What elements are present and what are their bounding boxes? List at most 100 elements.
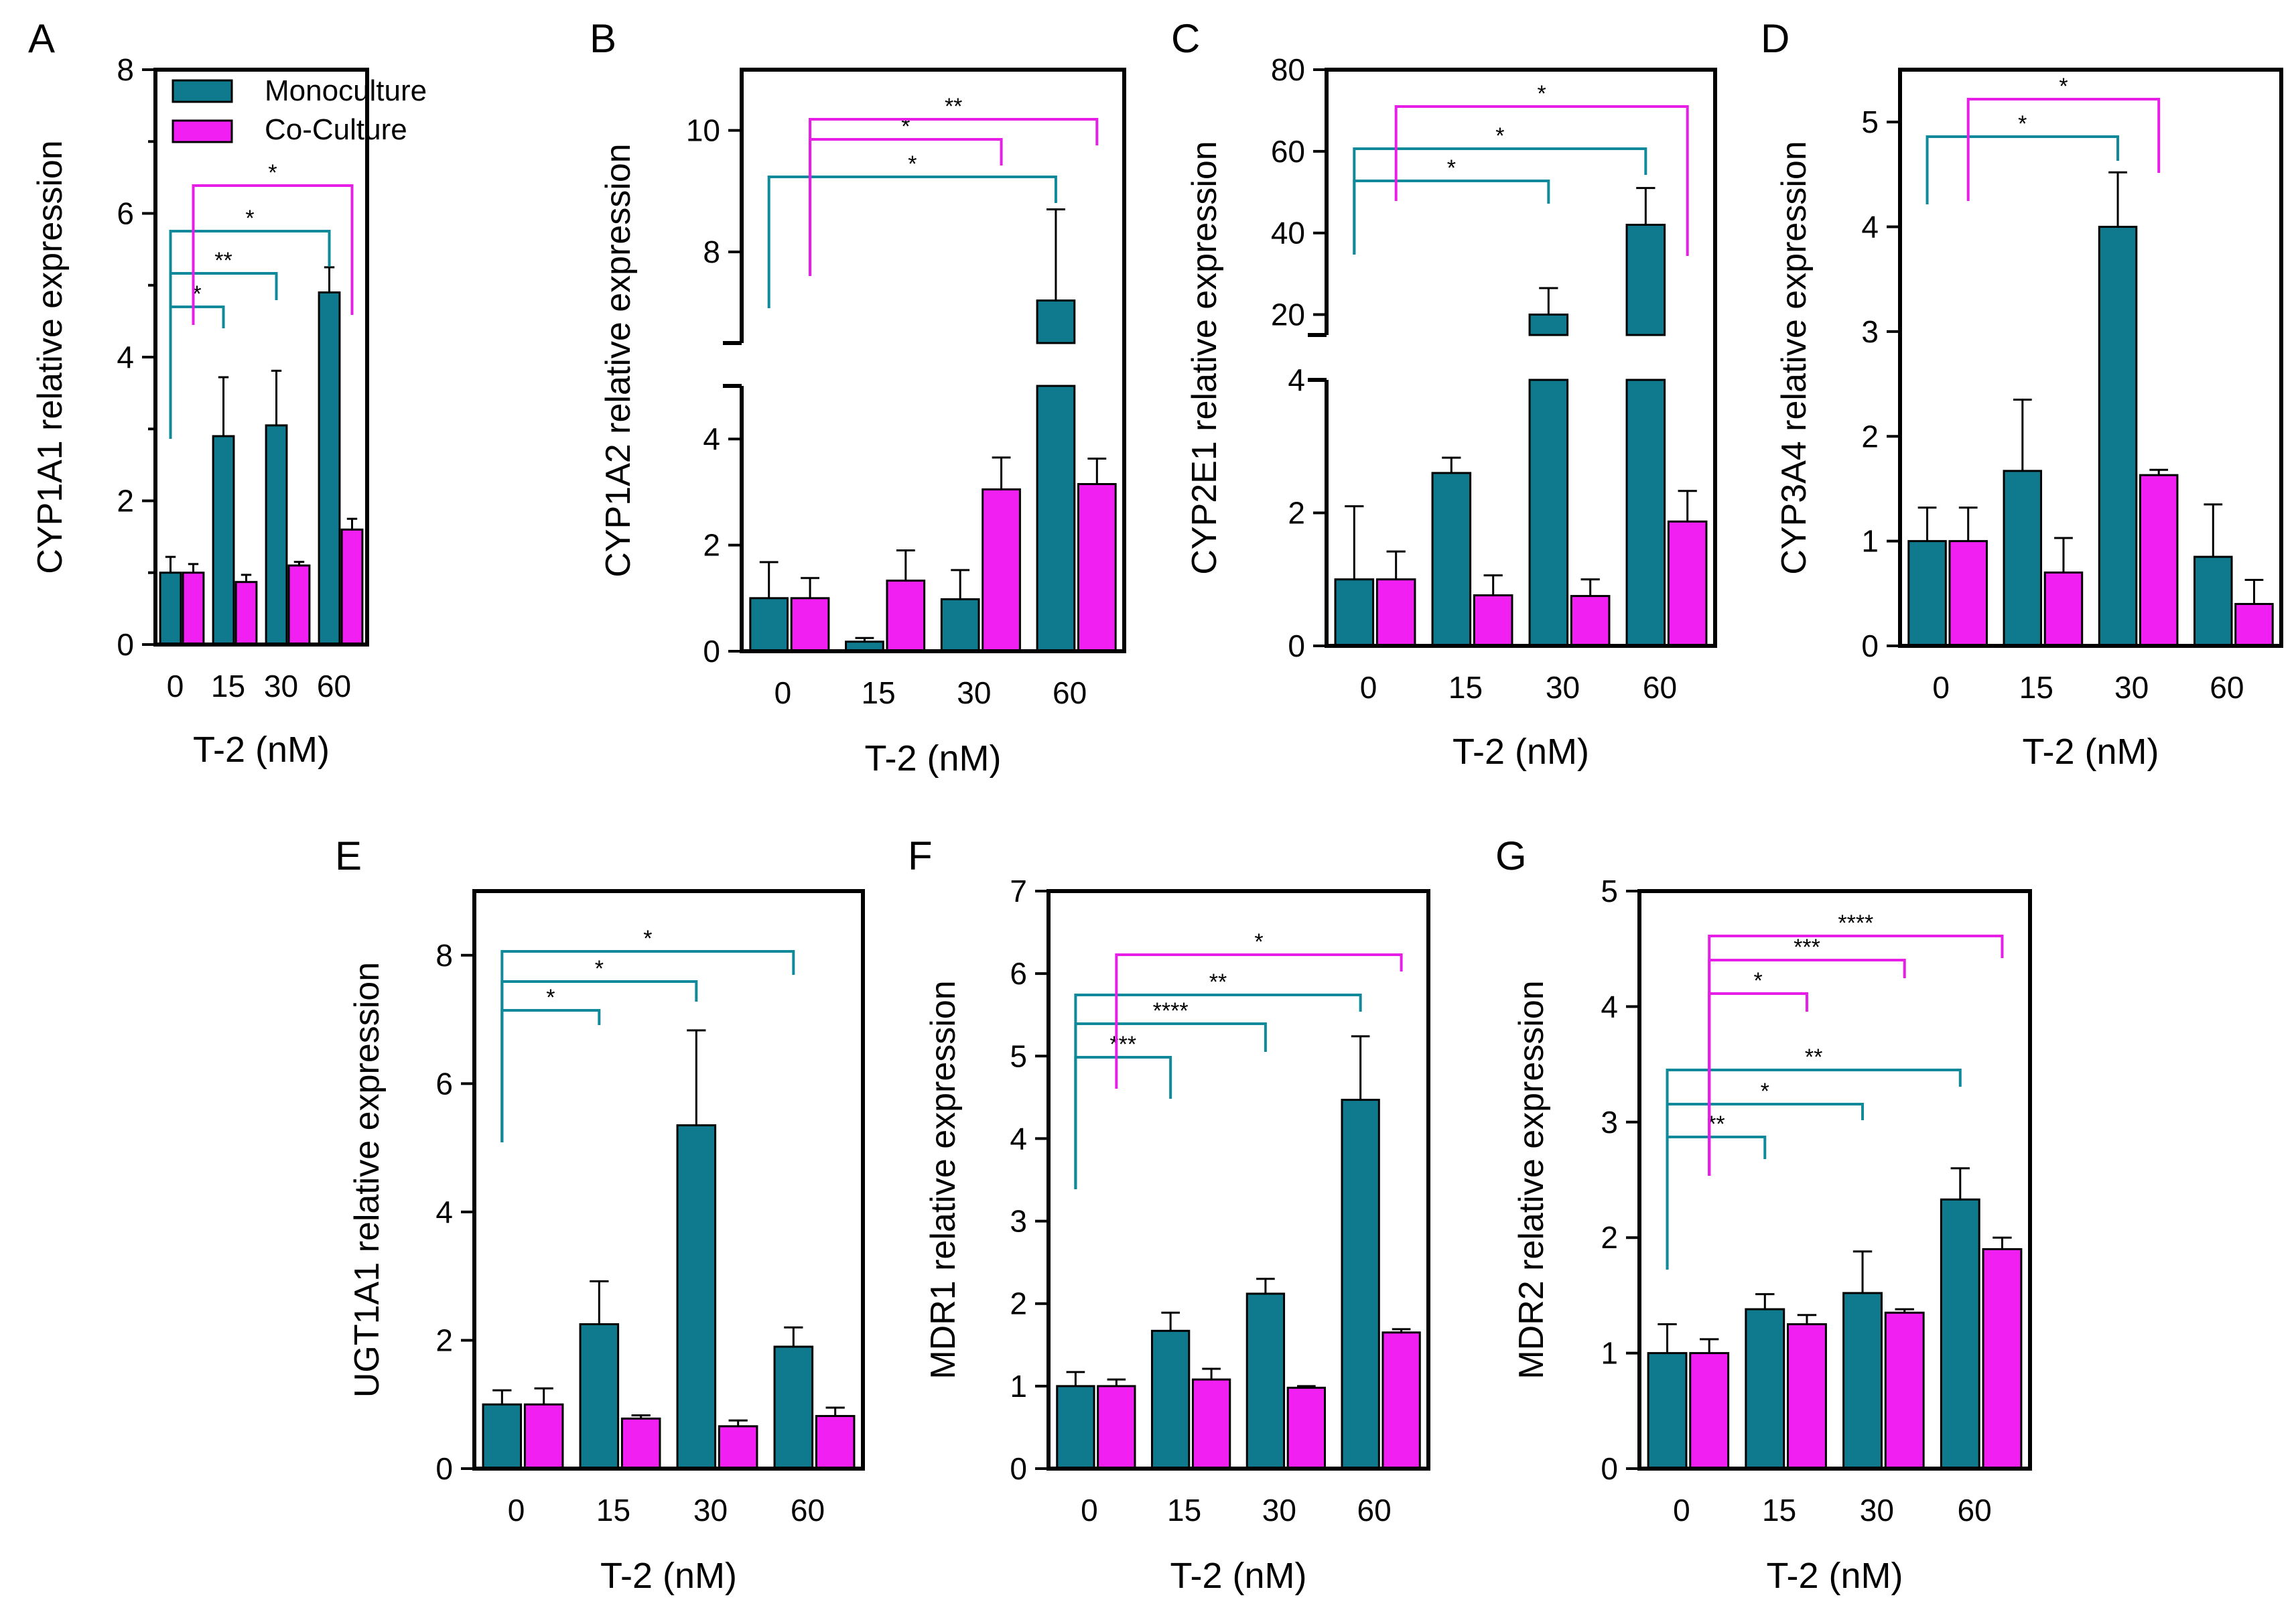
y-tick-label-B-2: 2 — [703, 528, 720, 563]
x-axis-title-C: T-2 (nM) — [1453, 732, 1589, 772]
axes-frame-F — [1046, 889, 1430, 1471]
panel-letter-F: F — [908, 833, 933, 878]
bar-E-monoculture-60 — [773, 1345, 814, 1470]
significance-label-A-monoculture-60: * — [245, 206, 254, 231]
x-tick-label-B-15: 15 — [862, 675, 896, 710]
x-tick-label-D-0: 0 — [1932, 670, 1950, 705]
significance-bracket-B-co-culture-60 — [809, 118, 1099, 276]
bar-B-monoculture-60-lower — [1036, 385, 1076, 653]
legend-label-co-culture: Co-Culture — [265, 113, 407, 146]
y-tick-label-E-4: 4 — [435, 1195, 453, 1229]
bar-B-co-culture-0 — [790, 597, 830, 653]
bar-G-monoculture-0 — [1647, 1352, 1688, 1470]
y-tick-label-E-0: 0 — [435, 1451, 453, 1486]
x-tick-label-G-30: 30 — [1860, 1493, 1894, 1528]
y-tick-label-D-2: 2 — [1861, 419, 1879, 454]
bar-D-monoculture-30 — [2098, 226, 2138, 647]
y-tick-label-E-2: 2 — [435, 1323, 453, 1357]
significance-label-E-monoculture-60: * — [643, 926, 652, 951]
bar-F-monoculture-60 — [1341, 1099, 1380, 1470]
y-tick-label-F-3: 3 — [1010, 1204, 1027, 1239]
significance-bracket-C-monoculture-60 — [1353, 147, 1647, 255]
x-tick-label-D-60: 60 — [2210, 670, 2244, 705]
x-tick-label-A-30: 30 — [264, 669, 298, 703]
significance-bracket-F-co-culture-60 — [1115, 953, 1403, 1089]
bar-E-monoculture-15 — [579, 1323, 620, 1470]
bar-D-co-culture-15 — [2043, 571, 2084, 647]
y-tick-label-B-8: 8 — [703, 234, 720, 269]
significance-bracket-C-co-culture-60 — [1394, 105, 1689, 256]
bar-C-monoculture-60-upper — [1625, 224, 1666, 336]
significance-bracket-G-monoculture-60 — [1666, 1069, 1962, 1270]
axes-frame-B — [740, 68, 1126, 653]
y-tick-label-A-4: 4 — [117, 340, 134, 375]
bar-D-co-culture-60 — [2234, 602, 2274, 647]
significance-bracket-G-co-culture-60 — [1708, 935, 2004, 1176]
x-tick-label-E-60: 60 — [791, 1493, 825, 1528]
significance-bracket-G-monoculture-30 — [1666, 1103, 1865, 1270]
y-tick-label-F-5: 5 — [1010, 1038, 1027, 1073]
y-axis-title-D: CYP3A4 relative expression — [1775, 141, 1814, 574]
bar-C-monoculture-60-lower — [1625, 379, 1666, 647]
significance-bracket-C-monoculture-30 — [1353, 180, 1550, 255]
bar-G-co-culture-30 — [1884, 1311, 1925, 1470]
axes-frame-D — [1898, 68, 2283, 648]
significance-label-G-co-culture-60: **** — [1838, 911, 1873, 936]
bar-E-co-culture-30 — [718, 1425, 758, 1470]
bar-C-monoculture-15 — [1431, 472, 1472, 647]
bar-A-co-culture-15 — [234, 581, 258, 646]
bar-D-co-culture-0 — [1948, 540, 1988, 647]
axes-frame-C — [1325, 68, 1717, 648]
x-tick-label-D-30: 30 — [2114, 670, 2149, 705]
y-tick-label-D-5: 5 — [1861, 105, 1879, 139]
y-tick-label-C-40: 40 — [1271, 216, 1305, 251]
axes-frame-E — [472, 889, 865, 1471]
y-tick-label-C-20: 20 — [1271, 297, 1305, 332]
x-tick-label-F-60: 60 — [1357, 1493, 1392, 1528]
y-tick-label-C-4: 4 — [1288, 362, 1305, 397]
significance-bracket-A-monoculture-15 — [169, 306, 225, 439]
significance-bracket-B-monoculture-60 — [767, 176, 1057, 308]
y-tick-label-G-3: 3 — [1601, 1105, 1618, 1140]
bar-C-monoculture-0 — [1334, 578, 1375, 647]
bar-A-co-culture-30 — [287, 564, 311, 646]
x-axis-title-G: T-2 (nM) — [1766, 1556, 1903, 1596]
bar-A-monoculture-0 — [159, 571, 182, 646]
y-tick-label-G-4: 4 — [1601, 989, 1618, 1024]
bar-C-co-culture-0 — [1375, 578, 1416, 647]
significance-bracket-A-co-culture-60 — [192, 184, 354, 325]
x-tick-label-A-15: 15 — [211, 669, 245, 703]
y-tick-label-E-6: 6 — [435, 1066, 453, 1101]
significance-bracket-E-monoculture-60 — [500, 950, 795, 1142]
y-tick-label-G-0: 0 — [1601, 1451, 1618, 1486]
x-axis-title-B: T-2 (nM) — [864, 738, 1001, 779]
significance-bracket-F-monoculture-60 — [1074, 994, 1362, 1189]
legend-swatch-monoculture — [172, 79, 233, 103]
x-tick-label-A-60: 60 — [317, 669, 351, 703]
y-tick-label-C-0: 0 — [1288, 628, 1305, 663]
bar-F-monoculture-30 — [1245, 1292, 1286, 1470]
bar-B-monoculture-0 — [749, 597, 789, 653]
significance-bracket-G-monoculture-15 — [1666, 1136, 1767, 1270]
y-tick-label-A-6: 6 — [117, 196, 134, 231]
bar-G-monoculture-30 — [1842, 1292, 1883, 1470]
bar-G-monoculture-15 — [1745, 1308, 1785, 1470]
bar-A-co-culture-0 — [182, 571, 205, 646]
x-tick-label-B-60: 60 — [1053, 675, 1087, 710]
x-tick-label-E-15: 15 — [596, 1493, 630, 1528]
bar-G-co-culture-15 — [1787, 1323, 1827, 1470]
bar-B-monoculture-60-upper — [1036, 299, 1076, 344]
x-tick-label-F-15: 15 — [1167, 1493, 1201, 1528]
bar-D-monoculture-60 — [2193, 555, 2233, 647]
x-tick-label-E-0: 0 — [508, 1493, 525, 1528]
x-tick-label-C-0: 0 — [1360, 670, 1377, 705]
y-tick-label-E-8: 8 — [435, 938, 453, 973]
significance-bracket-E-monoculture-15 — [500, 1009, 601, 1142]
bar-E-monoculture-0 — [482, 1403, 523, 1470]
y-tick-label-B-10: 10 — [686, 113, 720, 148]
y-tick-label-G-2: 2 — [1601, 1220, 1618, 1255]
x-axis-title-D: T-2 (nM) — [2022, 732, 2159, 772]
significance-label-A-monoculture-15: * — [192, 281, 201, 307]
significance-bracket-B-co-culture-30 — [809, 138, 1003, 276]
